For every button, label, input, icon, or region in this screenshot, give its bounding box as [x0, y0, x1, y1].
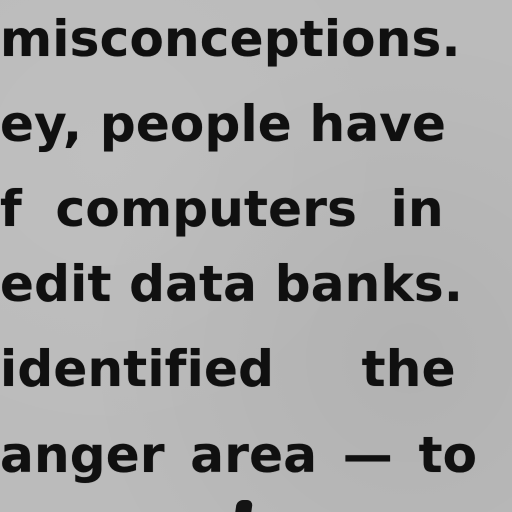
text-line-1: misconceptions.	[0, 10, 461, 68]
text-line-2: ey, people have	[0, 95, 447, 153]
text-line-6: anger area — to	[0, 426, 478, 484]
text-line-4: edit data banks.	[0, 255, 464, 313]
text-line-5: identified the	[0, 340, 456, 398]
cropped-glyph-fragment	[235, 500, 253, 512]
text-line-3: f computers in	[0, 180, 444, 238]
